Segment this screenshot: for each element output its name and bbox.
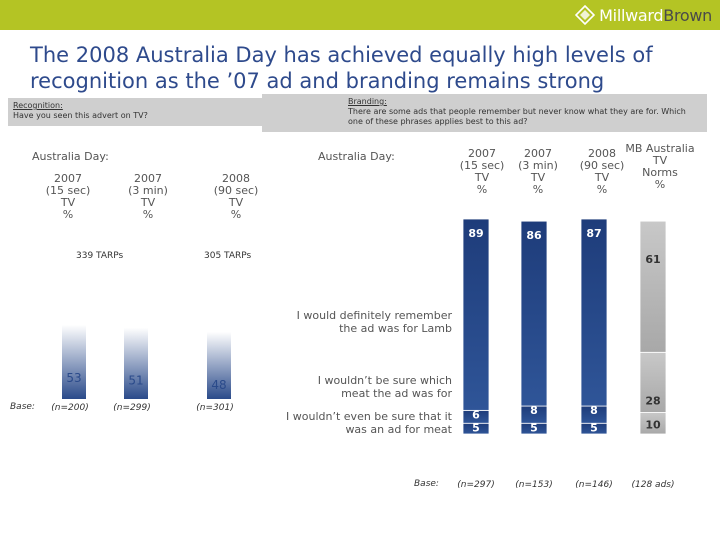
branding-value-label-s2-c0: 5 xyxy=(472,421,480,434)
tarps-2008: 305 TARPs xyxy=(204,251,252,261)
branding-bar-s0-c3 xyxy=(639,220,667,353)
recognition-header-2007-3min: 2007 (3 min) TV % xyxy=(128,172,168,221)
recognition-base-2: (n=301) xyxy=(196,403,233,413)
recognition-bar-1 xyxy=(124,327,148,399)
recognition-value-label-0: 53 xyxy=(66,371,81,385)
brand-mark-icon xyxy=(575,5,596,25)
tarps-2007: 339 TARPs xyxy=(76,251,124,261)
branding-header-2008-90sec: 2008 (90 sec) TV % xyxy=(579,147,625,196)
statement-not-sure-which-meat: I wouldn’t be sure which meat the ad was… xyxy=(317,374,452,400)
branding-value-label-s0-c2: 87 xyxy=(586,227,601,240)
recognition-section-label: Australia Day: xyxy=(32,150,109,163)
branding-header-mb-norms: MB Australia TV Norms % xyxy=(625,142,695,191)
branding-bar-s0-c0 xyxy=(462,218,490,411)
recognition-header-2008-90sec: 2008 (90 sec) TV % xyxy=(213,172,259,221)
branding-section-label: Australia Day: xyxy=(318,150,395,163)
branding-question-label: Branding: xyxy=(348,97,387,106)
recognition-question-box: Recognition: Have you seen this advert o… xyxy=(8,98,262,126)
branding-value-label-s0-c0: 89 xyxy=(468,227,483,240)
branding-base-2: (n=146) xyxy=(575,480,612,490)
recognition-base-label: Base: xyxy=(10,402,35,412)
recognition-value-label-2: 48 xyxy=(211,378,226,392)
branding-header-2007-15sec: 2007 (15 sec) TV % xyxy=(459,147,505,196)
branding-bar-s0-c2 xyxy=(580,218,608,407)
branding-value-label-s1-c0: 6 xyxy=(472,408,480,421)
branding-question-text: There are some ads that people remember … xyxy=(348,107,686,126)
branding-bar-s1-c3 xyxy=(639,351,667,413)
branding-base-label: Base: xyxy=(414,479,439,489)
recognition-question-label: Recognition: xyxy=(13,101,63,110)
branding-value-label-s2-c3: 10 xyxy=(645,419,661,432)
branding-header-2007-3min: 2007 (3 min) TV % xyxy=(518,147,558,196)
branding-value-label-s1-c1: 8 xyxy=(530,404,538,417)
recognition-header-2007-15sec: 2007 (15 sec) TV % xyxy=(45,172,91,221)
branding-value-label-s0-c1: 86 xyxy=(526,229,542,242)
branding-value-label-s1-c2: 8 xyxy=(590,404,598,417)
recognition-bar-2 xyxy=(207,331,231,399)
brand-name: MillwardBrown xyxy=(599,5,712,25)
statement-not-sure-meat-ad: I wouldn’t even be sure that it was an a… xyxy=(286,410,452,436)
branding-value-label-s0-c3: 61 xyxy=(645,253,660,266)
branding-value-label-s1-c3: 28 xyxy=(645,394,660,407)
statement-definitely-remember: I would definitely remember the ad was f… xyxy=(296,309,452,335)
header-bar xyxy=(0,0,720,30)
recognition-question-text: Have you seen this advert on TV? xyxy=(13,111,148,120)
branding-question-box: Branding: There are some ads that people… xyxy=(262,94,707,132)
branding-base-1: (n=153) xyxy=(515,480,552,490)
branding-value-label-s2-c2: 5 xyxy=(590,421,598,434)
recognition-base-1: (n=299) xyxy=(113,403,150,413)
branding-value-label-s2-c1: 5 xyxy=(530,421,538,434)
branding-base-0: (n=297) xyxy=(457,480,494,490)
page-title: The 2008 Australia Day has achieved equa… xyxy=(30,43,653,93)
brand-logo: MillwardBrown xyxy=(575,4,712,26)
recognition-bar-0 xyxy=(62,324,86,399)
recognition-base-0: (n=200) xyxy=(51,403,88,413)
branding-bar-s0-c1 xyxy=(520,220,548,407)
branding-base-3: (128 ads) xyxy=(632,480,675,490)
recognition-value-label-1: 51 xyxy=(128,374,143,388)
